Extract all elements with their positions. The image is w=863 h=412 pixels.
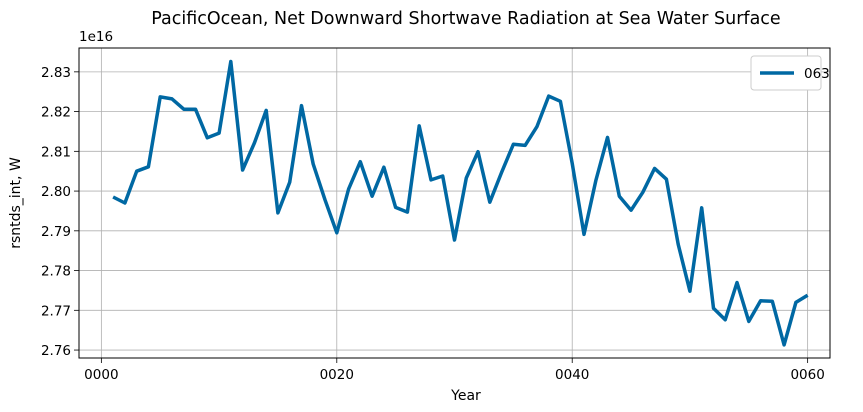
legend-entry-label: 063 (804, 66, 830, 82)
y-tick-label: 2.77 (41, 303, 71, 319)
x-tick-label: 0020 (320, 367, 354, 383)
x-axis-label: Year (450, 388, 481, 404)
x-tick-label: 0000 (84, 367, 118, 383)
y-tick-label: 2.81 (41, 144, 71, 160)
legend: 063 (750, 55, 830, 91)
y-tick-label: 2.76 (41, 343, 71, 359)
y-tick-label: 2.82 (41, 105, 71, 121)
x-axis: 0000 0020 0040 0060 (84, 358, 825, 383)
y-tick-label: 2.80 (41, 184, 71, 200)
y-tick-label: 2.79 (41, 224, 71, 240)
series-group (112, 59, 809, 347)
x-tick-label: 0060 (790, 367, 824, 383)
chart-title: PacificOcean, Net Downward Shortwave Rad… (151, 9, 780, 29)
series-line-063 (112, 59, 809, 347)
y-axis-offset-label: 1e16 (79, 29, 113, 45)
plot-area-frame (78, 47, 831, 359)
grid (79, 48, 830, 358)
y-tick-label: 2.78 (41, 264, 71, 280)
y-tick-label: 2.83 (41, 65, 71, 81)
y-axis: 2.76 2.77 2.78 2.79 2.80 2.81 2.82 2.83 (41, 65, 79, 359)
y-axis-label: rsntds_int, W (8, 157, 24, 249)
x-tick-label: 0040 (555, 367, 589, 383)
